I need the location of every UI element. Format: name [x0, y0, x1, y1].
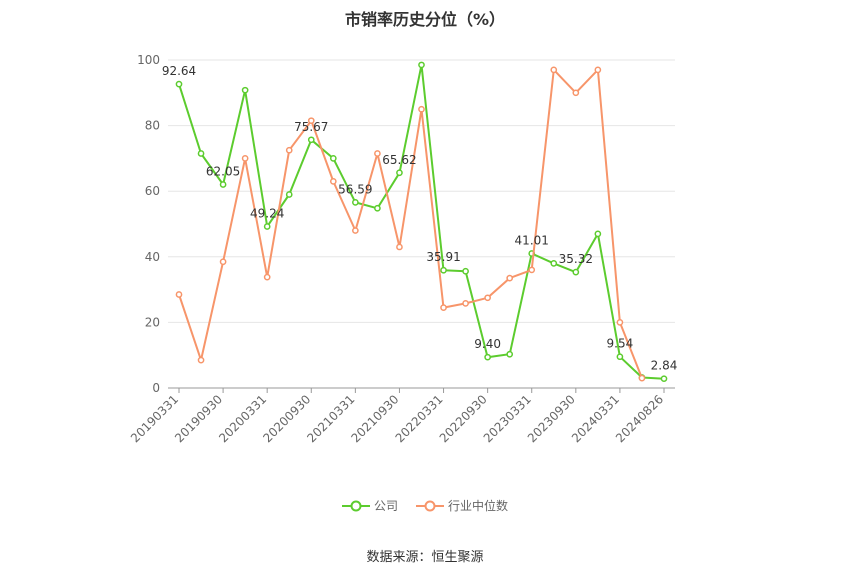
legend: 公司 行业中位数 — [0, 497, 850, 514]
data-point — [418, 61, 425, 69]
data-label: 75.67 — [294, 120, 328, 134]
data-point — [528, 266, 536, 274]
data-point — [440, 266, 447, 274]
legend-marker-company-icon — [341, 500, 370, 511]
y-tick-label: 80 — [145, 119, 160, 133]
data-label: 41.01 — [515, 233, 549, 247]
chart-title: 市销率历史分位（%） — [344, 10, 506, 29]
data-point — [263, 273, 271, 281]
data-label: 9.40 — [474, 337, 501, 351]
data-point — [638, 374, 646, 382]
data-point — [550, 260, 558, 267]
data-label: 92.64 — [162, 64, 196, 78]
data-point — [594, 230, 602, 238]
data-point — [374, 150, 381, 157]
data-point — [440, 304, 447, 311]
data-point — [462, 300, 469, 307]
y-tick-label: 100 — [137, 53, 160, 67]
data-point — [219, 181, 227, 188]
x-tick-label: 20240826 — [613, 392, 666, 445]
data-point — [374, 204, 381, 212]
data-point — [197, 150, 205, 157]
data-point — [418, 105, 425, 113]
data-point — [594, 66, 602, 74]
legend-marker-industry-icon — [416, 500, 444, 511]
data-point — [263, 223, 271, 230]
data-point — [352, 227, 359, 234]
data-label: 65.62 — [382, 153, 416, 167]
legend-label-company: 公司 — [373, 499, 398, 513]
data-point — [307, 136, 315, 144]
data-point — [572, 89, 580, 97]
data-point — [616, 353, 624, 361]
y-tick-label: 40 — [145, 250, 160, 264]
data-point — [241, 86, 249, 94]
data-point — [506, 274, 514, 282]
data-label: 2.84 — [651, 359, 678, 373]
y-tick-label: 0 — [152, 381, 160, 395]
legend-item-company[interactable]: 公司 — [341, 497, 398, 514]
data-point — [241, 155, 249, 162]
data-point — [175, 80, 183, 88]
data-point — [572, 268, 580, 276]
data-point — [616, 319, 624, 326]
y-tick-label: 60 — [145, 184, 160, 198]
data-point — [550, 66, 558, 74]
data-point — [329, 155, 337, 162]
series-line-1 — [178, 68, 643, 379]
legend-label-industry-median: 行业中位数 — [448, 499, 509, 513]
data-label: 35.32 — [559, 252, 593, 266]
data-label: 49.24 — [250, 206, 284, 220]
data-label: 62.05 — [206, 164, 240, 178]
data-label: 9.54 — [607, 337, 634, 351]
data-point — [506, 350, 514, 358]
data-point — [396, 169, 403, 177]
y-tick-label: 20 — [145, 315, 160, 329]
data-point — [462, 267, 469, 275]
legend-item-industry-median[interactable]: 行业中位数 — [416, 497, 508, 514]
grid-lines — [168, 59, 675, 323]
data-point — [352, 199, 359, 206]
data-point — [484, 294, 491, 302]
data-label: 35.91 — [426, 250, 460, 264]
data-point — [660, 375, 668, 383]
data-point — [484, 353, 491, 361]
data-point — [219, 258, 227, 266]
data-point — [396, 243, 403, 251]
data-label: 56.59 — [338, 182, 372, 196]
data-point — [285, 146, 293, 154]
data-point — [175, 291, 183, 298]
data-point — [329, 178, 337, 185]
data-labels: 92.64 62.05 49.24 75.67 56.59 65.62 35.91 9.40 4… — [162, 64, 678, 373]
data-source-note: 数据来源：恒生聚源 — [366, 550, 484, 565]
data-point — [197, 356, 205, 364]
data-point — [285, 191, 293, 198]
data-point — [307, 117, 315, 125]
series-lines — [175, 61, 668, 383]
